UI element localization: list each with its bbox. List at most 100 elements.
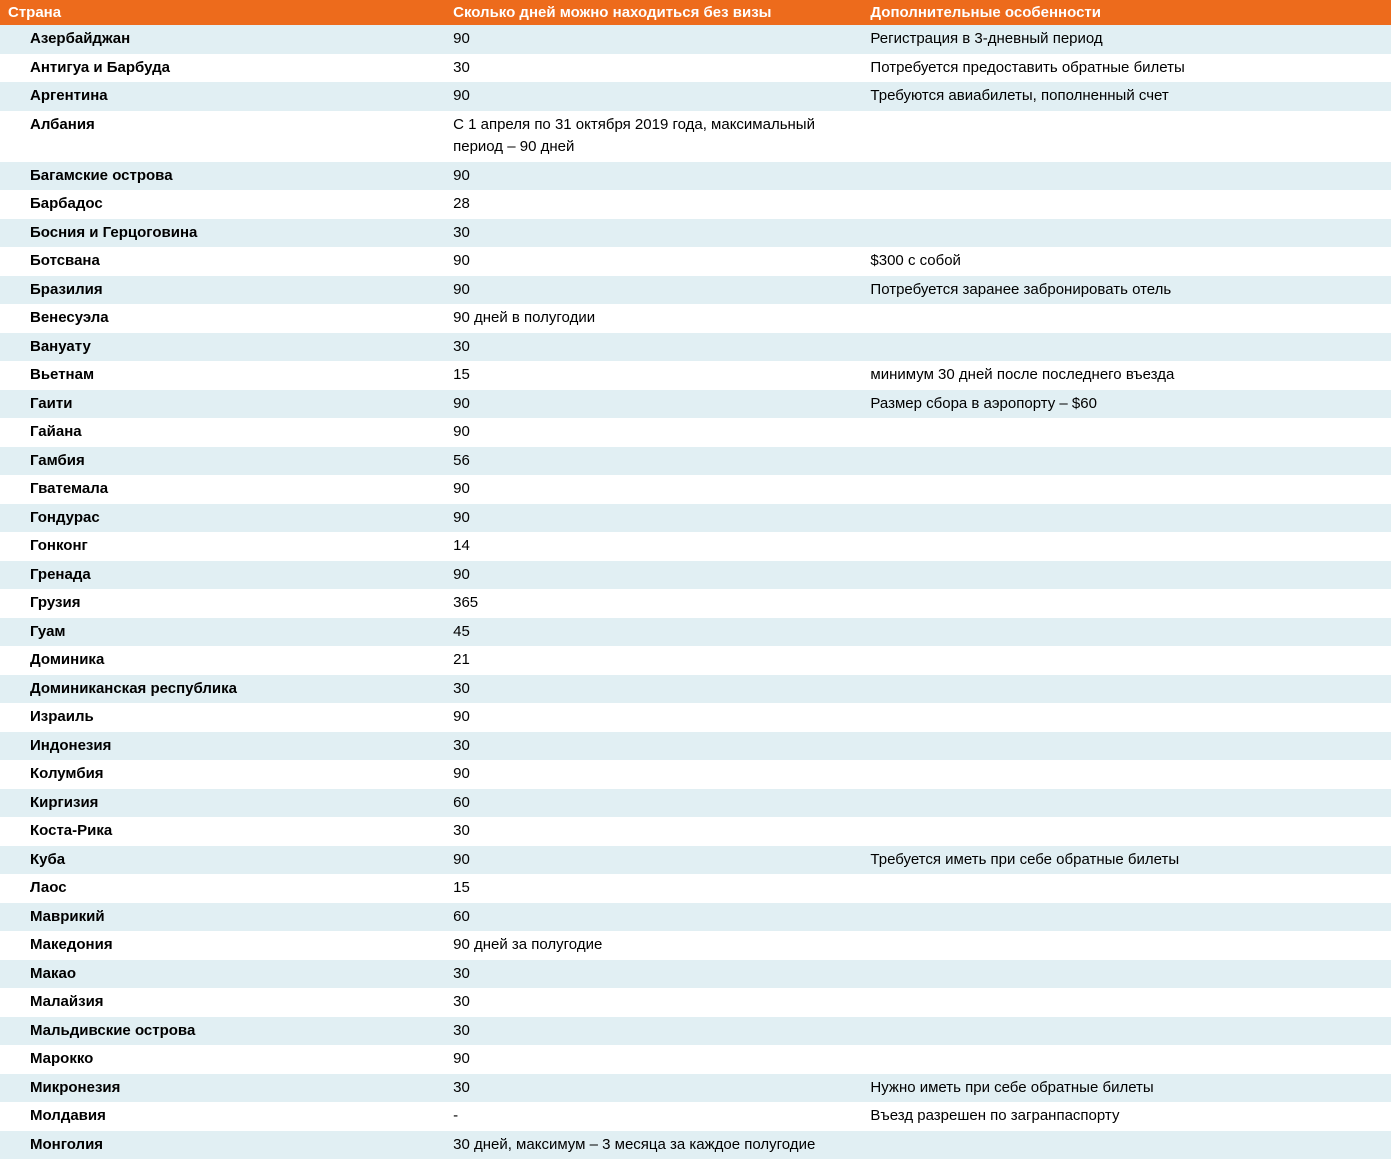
table-row: Лаос15 (0, 874, 1391, 903)
cell-days: 21 (445, 646, 862, 675)
cell-notes (862, 561, 1391, 590)
table-body: Азербайджан90Регистрация в 3-дневный пер… (0, 25, 1391, 1159)
cell-country: Маврикий (0, 903, 445, 932)
cell-notes (862, 874, 1391, 903)
table-row: Микронезия30Нужно иметь при себе обратны… (0, 1074, 1391, 1103)
cell-country: Малайзия (0, 988, 445, 1017)
cell-days: 30 (445, 675, 862, 704)
cell-country: Босния и Герцоговина (0, 219, 445, 248)
cell-country: Гватемала (0, 475, 445, 504)
cell-days: 30 дней, максимум – 3 месяца за каждое п… (445, 1131, 862, 1159)
cell-days: 90 (445, 247, 862, 276)
cell-country: Аргентина (0, 82, 445, 111)
cell-notes (862, 475, 1391, 504)
cell-days: 90 дней за полугодие (445, 931, 862, 960)
cell-country: Молдавия (0, 1102, 445, 1131)
table-row: Киргизия60 (0, 789, 1391, 818)
table-row: Азербайджан90Регистрация в 3-дневный пер… (0, 25, 1391, 54)
cell-days: 56 (445, 447, 862, 476)
table-row: Гондурас90 (0, 504, 1391, 533)
table-row: Индонезия30 (0, 732, 1391, 761)
table-row: Мальдивские острова30 (0, 1017, 1391, 1046)
table-row: Македония90 дней за полугодие (0, 931, 1391, 960)
table-row: Гренада90 (0, 561, 1391, 590)
cell-notes (862, 817, 1391, 846)
cell-notes (862, 162, 1391, 191)
table-row: Грузия365 (0, 589, 1391, 618)
cell-country: Гайана (0, 418, 445, 447)
cell-days: 15 (445, 361, 862, 390)
cell-country: Микронезия (0, 1074, 445, 1103)
cell-country: Марокко (0, 1045, 445, 1074)
cell-notes (862, 960, 1391, 989)
cell-notes (862, 532, 1391, 561)
cell-notes: Потребуется предоставить обратные билеты (862, 54, 1391, 83)
cell-country: Македония (0, 931, 445, 960)
cell-country: Вьетнам (0, 361, 445, 390)
header-notes: Дополнительные особенности (862, 0, 1391, 25)
cell-country: Гондурас (0, 504, 445, 533)
cell-days: 30 (445, 817, 862, 846)
table-row: Коста-Рика30 (0, 817, 1391, 846)
table-row: Вьетнам15минимум 30 дней после последнег… (0, 361, 1391, 390)
cell-notes (862, 504, 1391, 533)
table-row: Бразилия90Потребуется заранее заброниров… (0, 276, 1391, 305)
cell-notes (862, 789, 1391, 818)
table-row: Куба90Требуется иметь при себе обратные … (0, 846, 1391, 875)
cell-country: Антигуа и Барбуда (0, 54, 445, 83)
table-row: Барбадос28 (0, 190, 1391, 219)
cell-country: Азербайджан (0, 25, 445, 54)
cell-days: 45 (445, 618, 862, 647)
cell-notes: минимум 30 дней после последнего въезда (862, 361, 1391, 390)
cell-country: Албания (0, 111, 445, 162)
cell-notes (862, 703, 1391, 732)
cell-country: Коста-Рика (0, 817, 445, 846)
cell-notes: $300 с собой (862, 247, 1391, 276)
cell-country: Венесуэла (0, 304, 445, 333)
cell-days: 90 (445, 276, 862, 305)
header-country: Страна (0, 0, 445, 25)
table-row: Венесуэла90 дней в полугодии (0, 304, 1391, 333)
table-row: Гамбия56 (0, 447, 1391, 476)
table-row: Гайана90 (0, 418, 1391, 447)
cell-days: 90 (445, 475, 862, 504)
cell-notes: Потребуется заранее забронировать отель (862, 276, 1391, 305)
cell-days: 90 (445, 25, 862, 54)
cell-country: Колумбия (0, 760, 445, 789)
cell-notes: Въезд разрешен по загранпаспорту (862, 1102, 1391, 1131)
visa-free-countries-table: Страна Сколько дней можно находиться без… (0, 0, 1391, 1159)
cell-days: 30 (445, 1017, 862, 1046)
cell-notes (862, 988, 1391, 1017)
cell-notes: Нужно иметь при себе обратные билеты (862, 1074, 1391, 1103)
cell-country: Бразилия (0, 276, 445, 305)
cell-days: 30 (445, 988, 862, 1017)
table-row: Макао30 (0, 960, 1391, 989)
cell-country: Гуам (0, 618, 445, 647)
cell-country: Доминика (0, 646, 445, 675)
cell-notes (862, 447, 1391, 476)
cell-country: Лаос (0, 874, 445, 903)
table-row: Колумбия90 (0, 760, 1391, 789)
cell-notes (862, 1131, 1391, 1159)
cell-days: 365 (445, 589, 862, 618)
table-row: Аргентина90Требуются авиабилеты, пополне… (0, 82, 1391, 111)
cell-days: 60 (445, 789, 862, 818)
table-row: Маврикий60 (0, 903, 1391, 932)
cell-days: 90 (445, 703, 862, 732)
table-row: Босния и Герцоговина30 (0, 219, 1391, 248)
cell-days: 90 (445, 162, 862, 191)
cell-notes (862, 931, 1391, 960)
cell-notes (862, 1045, 1391, 1074)
cell-days: 30 (445, 732, 862, 761)
cell-days: 30 (445, 219, 862, 248)
cell-days: - (445, 1102, 862, 1131)
cell-days: 90 (445, 504, 862, 533)
cell-days: 90 (445, 760, 862, 789)
cell-country: Гренада (0, 561, 445, 590)
cell-days: 14 (445, 532, 862, 561)
cell-notes (862, 219, 1391, 248)
cell-notes (862, 589, 1391, 618)
cell-notes (862, 333, 1391, 362)
cell-country: Киргизия (0, 789, 445, 818)
table-row: Малайзия30 (0, 988, 1391, 1017)
